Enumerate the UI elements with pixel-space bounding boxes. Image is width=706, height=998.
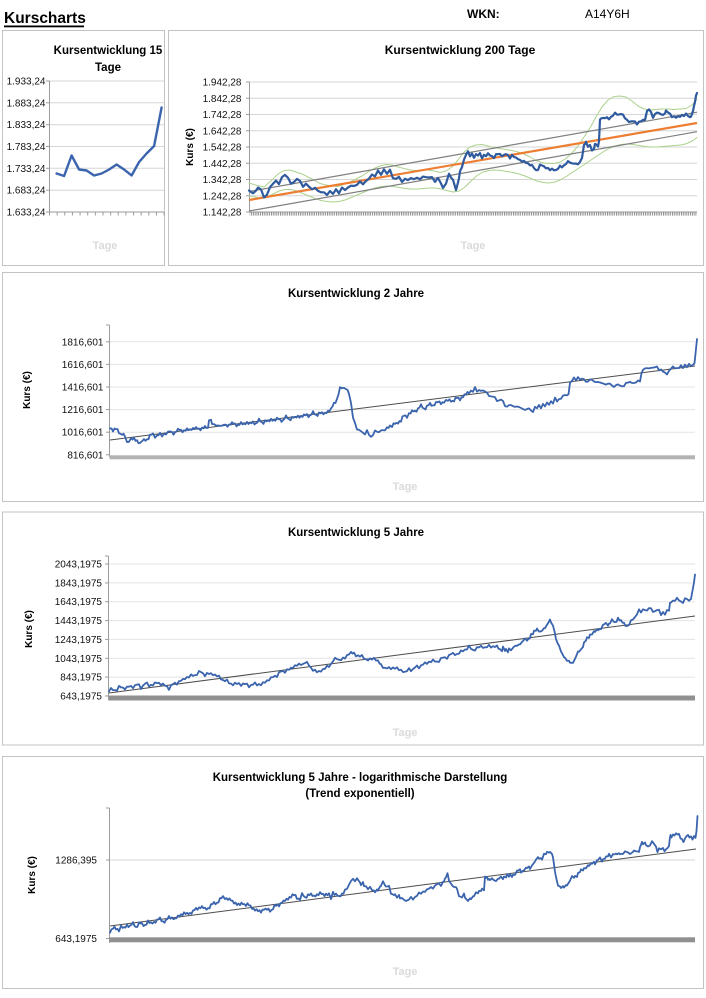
svg-text:1643,1975: 1643,1975 <box>55 597 103 608</box>
svg-text:1.683,24: 1.683,24 <box>7 186 46 197</box>
svg-text:1.733,24: 1.733,24 <box>7 164 46 175</box>
svg-text:Tage: Tage <box>393 966 418 978</box>
svg-text:643,1975: 643,1975 <box>60 692 102 703</box>
svg-text:Kursentwicklung 5 Jahre - loga: Kursentwicklung 5 Jahre - logarithmische… <box>213 772 508 784</box>
svg-text:1.342,28: 1.342,28 <box>203 175 242 186</box>
svg-text:Kurs (€): Kurs (€) <box>24 610 35 648</box>
svg-text:Tage: Tage <box>393 727 418 739</box>
svg-text:1416,601: 1416,601 <box>62 383 104 394</box>
svg-text:Kurs (€): Kurs (€) <box>185 128 196 166</box>
svg-text:1.742,28: 1.742,28 <box>203 110 242 121</box>
svg-text:1043,1975: 1043,1975 <box>55 654 103 665</box>
svg-text:2043,1975: 2043,1975 <box>55 560 103 571</box>
svg-text:WKN:: WKN: <box>467 7 500 21</box>
svg-text:1.242,28: 1.242,28 <box>203 191 242 202</box>
svg-text:1.942,28: 1.942,28 <box>203 78 242 89</box>
svg-text:1816,601: 1816,601 <box>62 337 104 348</box>
svg-text:1.142,28: 1.142,28 <box>203 208 242 219</box>
svg-text:643,1975: 643,1975 <box>55 934 97 945</box>
svg-text:A14Y6H: A14Y6H <box>585 7 630 21</box>
svg-text:Kursentwicklung 200 Tage: Kursentwicklung 200 Tage <box>385 43 536 57</box>
svg-text:Kursentwicklung 15: Kursentwicklung 15 <box>54 45 163 57</box>
svg-text:Kurscharts: Kurscharts <box>4 10 86 27</box>
svg-text:1016,601: 1016,601 <box>62 428 104 439</box>
svg-text:Kurs (€): Kurs (€) <box>22 371 33 409</box>
svg-text:1.442,28: 1.442,28 <box>203 159 242 170</box>
svg-text:Tage: Tage <box>95 62 121 74</box>
svg-text:1243,1975: 1243,1975 <box>55 635 103 646</box>
svg-text:1616,601: 1616,601 <box>62 360 104 371</box>
svg-text:1.642,28: 1.642,28 <box>203 126 242 137</box>
svg-text:1.883,24: 1.883,24 <box>7 98 46 109</box>
svg-text:Kursentwicklung 5 Jahre: Kursentwicklung 5 Jahre <box>288 527 424 539</box>
svg-text:1216,601: 1216,601 <box>62 405 104 416</box>
svg-text:1.542,28: 1.542,28 <box>203 143 242 154</box>
svg-text:1286,395: 1286,395 <box>55 856 97 867</box>
svg-text:1843,1975: 1843,1975 <box>55 578 103 589</box>
svg-text:816,601: 816,601 <box>67 450 104 461</box>
svg-text:Tage: Tage <box>393 481 418 493</box>
svg-text:843,1975: 843,1975 <box>60 673 102 684</box>
svg-text:1.833,24: 1.833,24 <box>7 120 46 131</box>
svg-text:Kurs (€): Kurs (€) <box>27 856 38 894</box>
svg-text:1.933,24: 1.933,24 <box>7 77 46 88</box>
svg-text:Tage: Tage <box>461 240 486 252</box>
svg-text:(Trend exponentiell): (Trend exponentiell) <box>305 788 414 800</box>
svg-text:Kursentwicklung 2 Jahre: Kursentwicklung 2 Jahre <box>288 288 424 300</box>
svg-text:1.842,28: 1.842,28 <box>203 94 242 105</box>
svg-text:1.783,24: 1.783,24 <box>7 142 46 153</box>
svg-text:1443,1975: 1443,1975 <box>55 616 103 627</box>
svg-text:1.633,24: 1.633,24 <box>7 208 46 219</box>
svg-text:Tage: Tage <box>93 240 118 252</box>
